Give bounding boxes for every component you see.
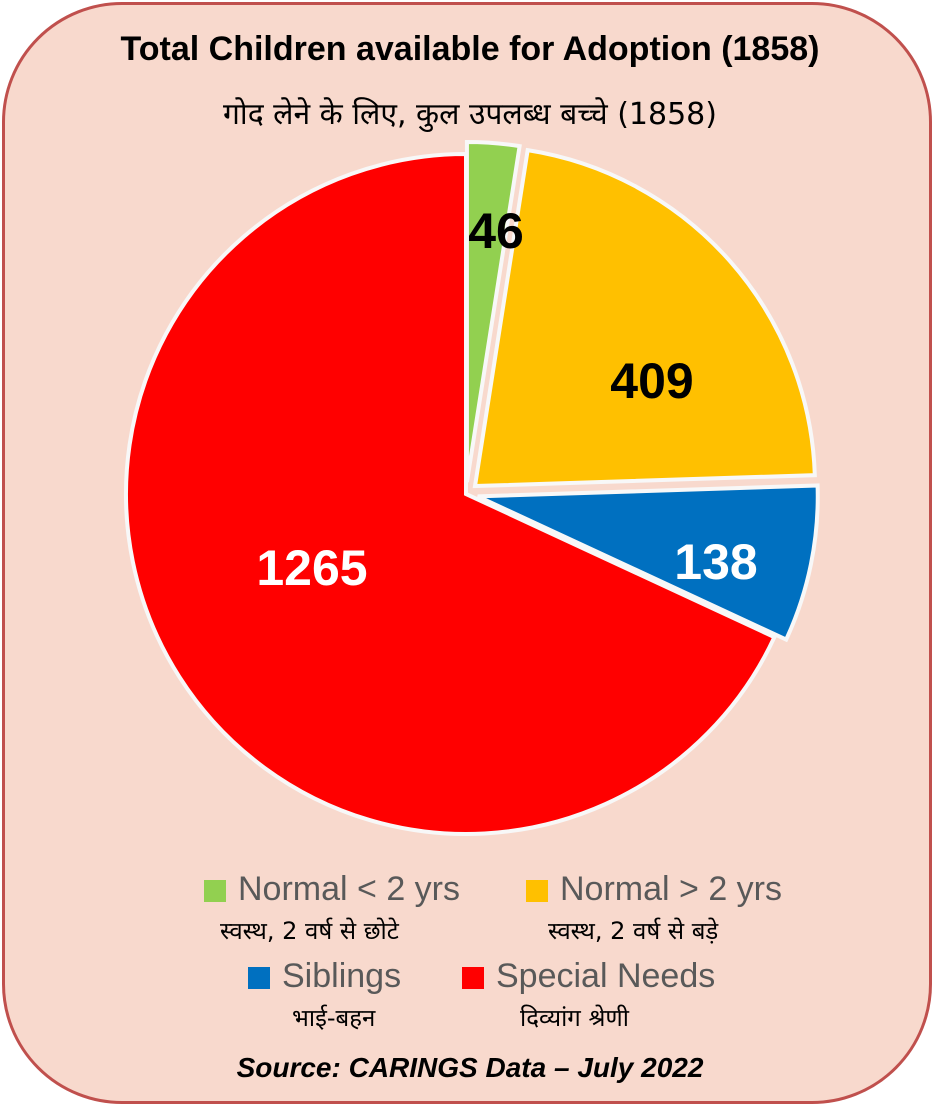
source-note: Source: CARINGS Data – July 2022 [236, 1052, 704, 1083]
slice-value-label-normal-over-2: 409 [610, 353, 693, 409]
legend-sublabel-special-needs: दिव्यांग श्रेणी [520, 1004, 630, 1032]
legend-sublabel-normal-under-2: स्वस्थ, 2 वर्ष से छोटे [220, 917, 399, 945]
slice-value-label-siblings: 138 [674, 534, 757, 590]
legend-sublabel-siblings: भाई-बहन [292, 1004, 376, 1032]
slice-value-label-normal-under-2: 46 [468, 203, 524, 259]
pie-slice-normal-over-2 [472, 147, 817, 489]
pie-slice-normal-under-2 [464, 140, 522, 483]
legend-label-normal-over-2: Normal > 2 yrs [560, 870, 782, 908]
chart-title: Total Children available for Adoption (1… [120, 30, 820, 68]
pie-slice-special-needs [124, 151, 778, 836]
legend-swatch-normal-under-2 [204, 880, 226, 902]
legend-label-normal-under-2: Normal < 2 yrs [238, 870, 460, 908]
slice-value-label-special-needs: 1265 [256, 540, 367, 596]
pie-slice-siblings [476, 483, 820, 643]
legend-swatch-siblings [248, 967, 270, 989]
legend-label-siblings: Siblings [282, 957, 402, 995]
chart-subtitle: गोद लेने के लिए, कुल उपलब्ध बच्चे (1858) [223, 97, 717, 132]
legend-label-special-needs: Special Needs [496, 957, 716, 995]
legend-swatch-special-needs [462, 967, 484, 989]
legend-swatch-normal-over-2 [526, 880, 548, 902]
legend-sublabel-normal-over-2: स्वस्थ, 2 वर्ष से बड़े [548, 917, 719, 945]
